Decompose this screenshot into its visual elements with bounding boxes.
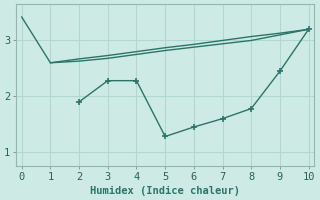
X-axis label: Humidex (Indice chaleur): Humidex (Indice chaleur) [90,186,240,196]
